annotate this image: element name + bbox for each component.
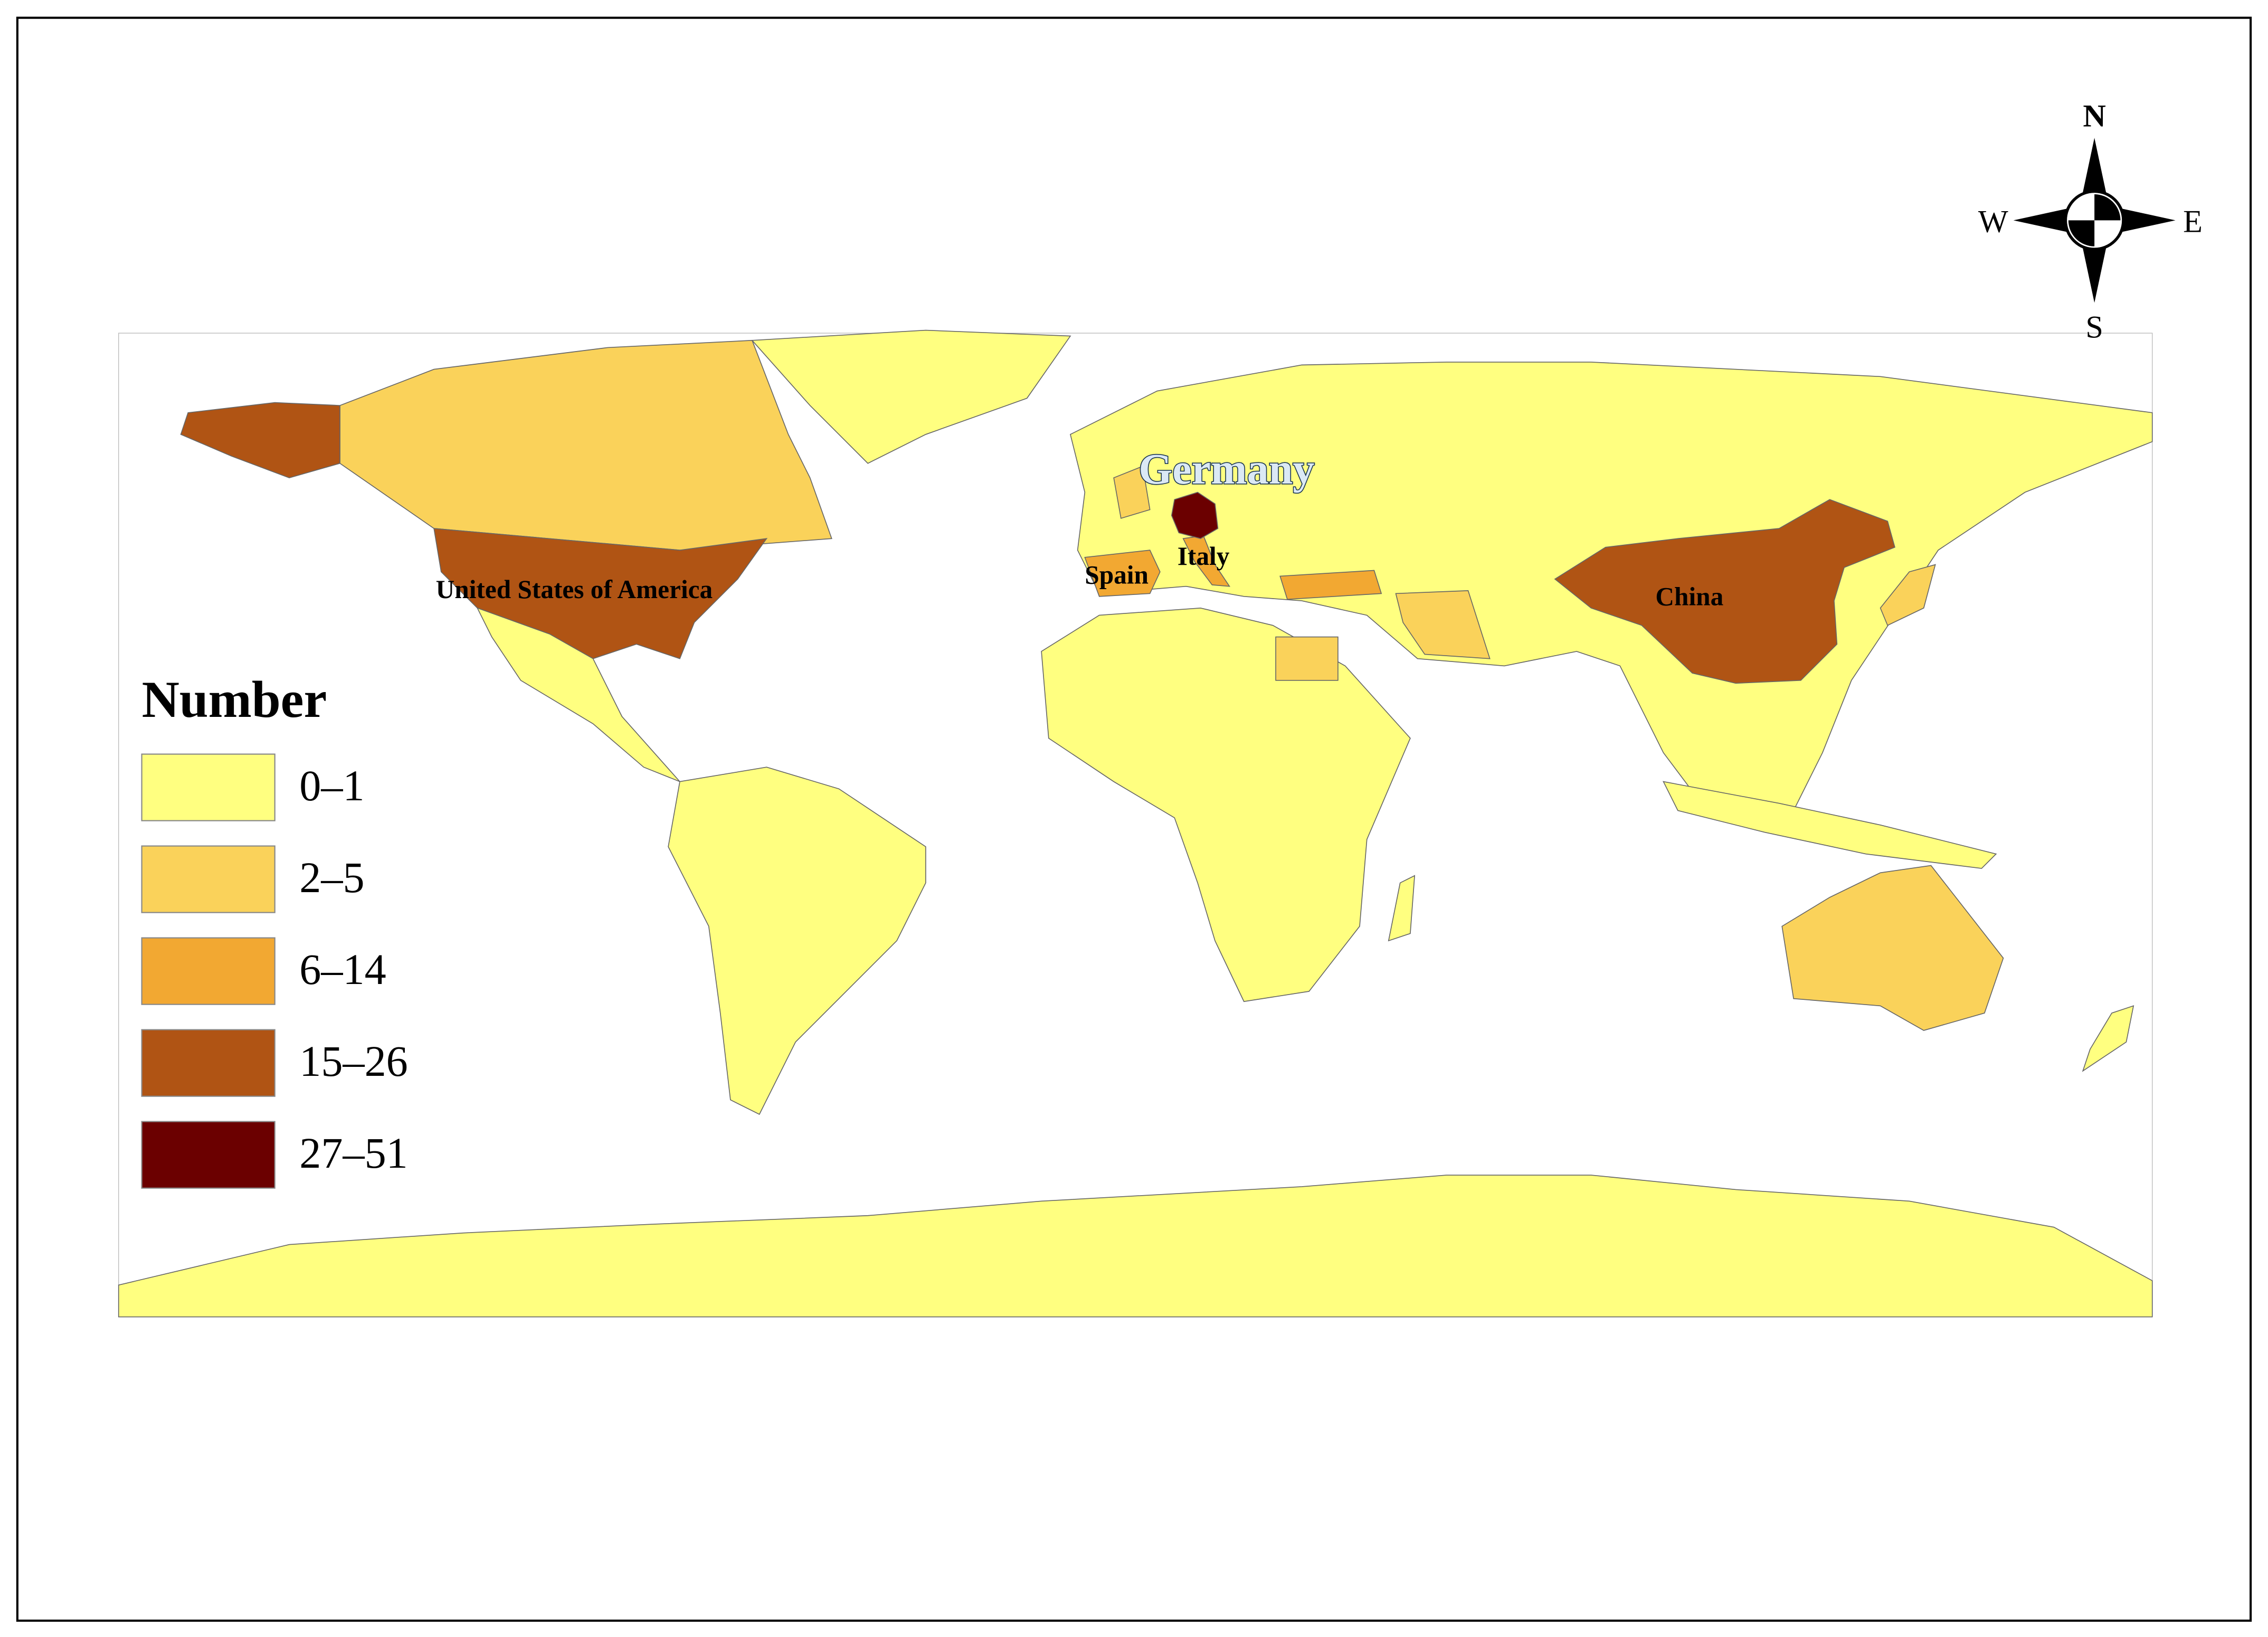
country-label: Germany — [1138, 445, 1314, 493]
legend-swatch — [141, 1121, 276, 1189]
country-label: United States of America — [436, 575, 713, 604]
compass-label: S — [2085, 309, 2103, 345]
spain — [1084, 550, 1161, 597]
legend-label: 2–5 — [299, 854, 364, 902]
south-america — [668, 767, 926, 1115]
country-label: Italy — [1178, 542, 1230, 571]
greenland — [751, 329, 1071, 464]
madagascar — [1388, 875, 1416, 942]
legend-swatch — [141, 845, 276, 913]
new-zealand — [2082, 1005, 2134, 1072]
germany — [1171, 491, 1219, 540]
compass-label: E — [2183, 204, 2203, 239]
frame — [16, 16, 2252, 1622]
iran — [1395, 590, 1491, 659]
compass-label: W — [1978, 204, 2008, 239]
legend-label: 15–26 — [299, 1037, 408, 1085]
compass-center — [2068, 194, 2121, 247]
central-america — [476, 607, 680, 782]
legend-swatch — [141, 1029, 276, 1097]
land — [118, 329, 2153, 1318]
legend-label: 6–14 — [299, 945, 386, 993]
uk — [1113, 466, 1151, 519]
legend-swatch — [141, 937, 276, 1005]
japan — [1880, 564, 1936, 626]
legend-title: Number — [142, 671, 327, 728]
country-label: Spain — [1085, 561, 1149, 590]
alaska — [180, 402, 340, 478]
canada — [339, 339, 832, 551]
australia — [1781, 865, 2004, 1031]
africa — [1041, 607, 1411, 1002]
legend-label: 0–1 — [299, 762, 364, 810]
legend-label: 27–51 — [299, 1129, 408, 1177]
indonesia — [1663, 781, 1997, 869]
legend-swatch — [141, 753, 276, 821]
china — [1554, 499, 1895, 684]
country-labels: Germany Italy Spain United States of Ame… — [436, 444, 1724, 611]
compass-label: N — [2083, 98, 2106, 134]
usa — [433, 528, 768, 659]
country-label: China — [1655, 582, 1723, 611]
turkey — [1279, 570, 1382, 600]
legend: Number 0–1 2–5 6–14 15–26 27–51 — [141, 671, 408, 1189]
antarctica — [118, 1175, 2153, 1318]
egypt — [1275, 636, 1339, 681]
compass: N S W E — [1978, 98, 2203, 345]
